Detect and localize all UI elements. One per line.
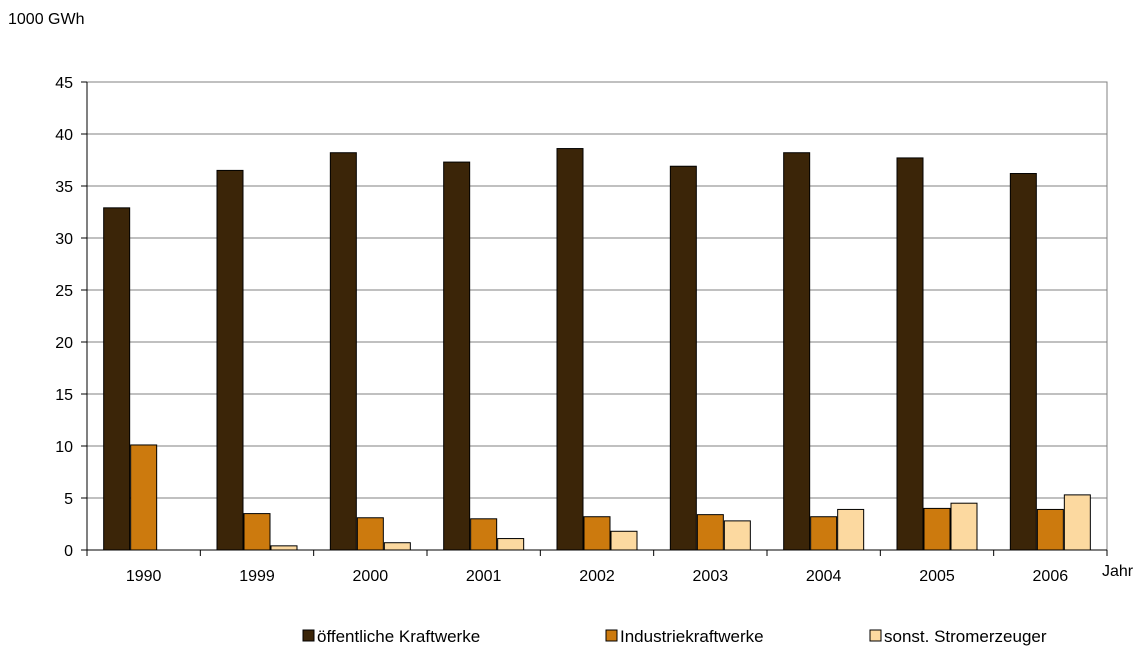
axes xyxy=(81,81,1108,556)
bar-2-2000 xyxy=(356,517,384,551)
bar-2-2003 xyxy=(696,514,724,551)
bar-2-2005 xyxy=(923,507,951,551)
bar-2-1990 xyxy=(130,444,158,551)
y-tick-label: 20 xyxy=(55,335,73,352)
legend-swatch xyxy=(869,629,882,642)
bar-1-2000 xyxy=(329,152,357,551)
bar-1-2001 xyxy=(443,161,471,551)
x-tick-label: 1999 xyxy=(239,568,275,585)
y-tick-label: 0 xyxy=(64,543,73,560)
bar-3-2002 xyxy=(610,530,638,551)
legend-label: öffentliche Kraftwerke xyxy=(317,627,480,646)
y-tick-label: 35 xyxy=(55,179,73,196)
x-tick-label: 2003 xyxy=(693,568,729,585)
legend-swatch xyxy=(605,629,618,642)
bar-3-2004 xyxy=(837,508,865,551)
x-tick-label: 2000 xyxy=(353,568,389,585)
bar-3-2000 xyxy=(383,542,411,551)
bar-2-2002 xyxy=(583,516,611,551)
x-tick-label: 2005 xyxy=(919,568,955,585)
legend-swatch xyxy=(302,629,315,642)
bar-3-2006 xyxy=(1063,494,1091,551)
x-tick-label: 1990 xyxy=(126,568,162,585)
y-tick-label: 25 xyxy=(55,283,73,300)
bar-1-2002 xyxy=(556,148,584,551)
bar-3-2005 xyxy=(950,502,978,551)
y-tick-label: 30 xyxy=(55,231,73,248)
legend-label: Industriekraftwerke xyxy=(620,627,764,646)
bar-2-2001 xyxy=(470,518,498,551)
bar-3-1999 xyxy=(270,545,298,551)
bar-1-1999 xyxy=(216,169,244,551)
bar-2-2004 xyxy=(810,516,838,551)
y-axis-title: 1000 GWh xyxy=(8,11,84,28)
bar-3-2003 xyxy=(723,520,751,551)
x-tick-label: 2002 xyxy=(579,568,615,585)
legend-label: sonst. Stromerzeuger xyxy=(884,627,1047,646)
bar-1-2003 xyxy=(669,165,697,551)
legend: öffentliche Kraftwerke Industriekraftwerk… xyxy=(302,627,1047,646)
bar-3-2001 xyxy=(497,538,525,551)
bars xyxy=(103,148,1091,551)
bar-2-2006 xyxy=(1036,508,1064,551)
bar-1-2005 xyxy=(896,157,924,551)
x-axis-title: Jahr xyxy=(1102,563,1134,580)
y-tick-label: 40 xyxy=(55,127,73,144)
x-tick-label: 2004 xyxy=(806,568,842,585)
y-tick-label: 10 xyxy=(55,439,73,456)
y-tick-label: 45 xyxy=(55,75,73,92)
bar-1-2006 xyxy=(1009,173,1037,551)
tick-labels: 0 5 10 15 20 25 30 35 40 45 1990 1999 2000 2001 2002 20… xyxy=(55,75,1068,585)
x-tick-label: 2001 xyxy=(466,568,502,585)
x-tick-label: 2006 xyxy=(1033,568,1069,585)
bar-2-1999 xyxy=(243,513,271,551)
bar-1-1990 xyxy=(103,207,131,551)
y-tick-label: 15 xyxy=(55,387,73,404)
bar-1-2004 xyxy=(783,152,811,551)
y-tick-label: 5 xyxy=(64,491,73,508)
